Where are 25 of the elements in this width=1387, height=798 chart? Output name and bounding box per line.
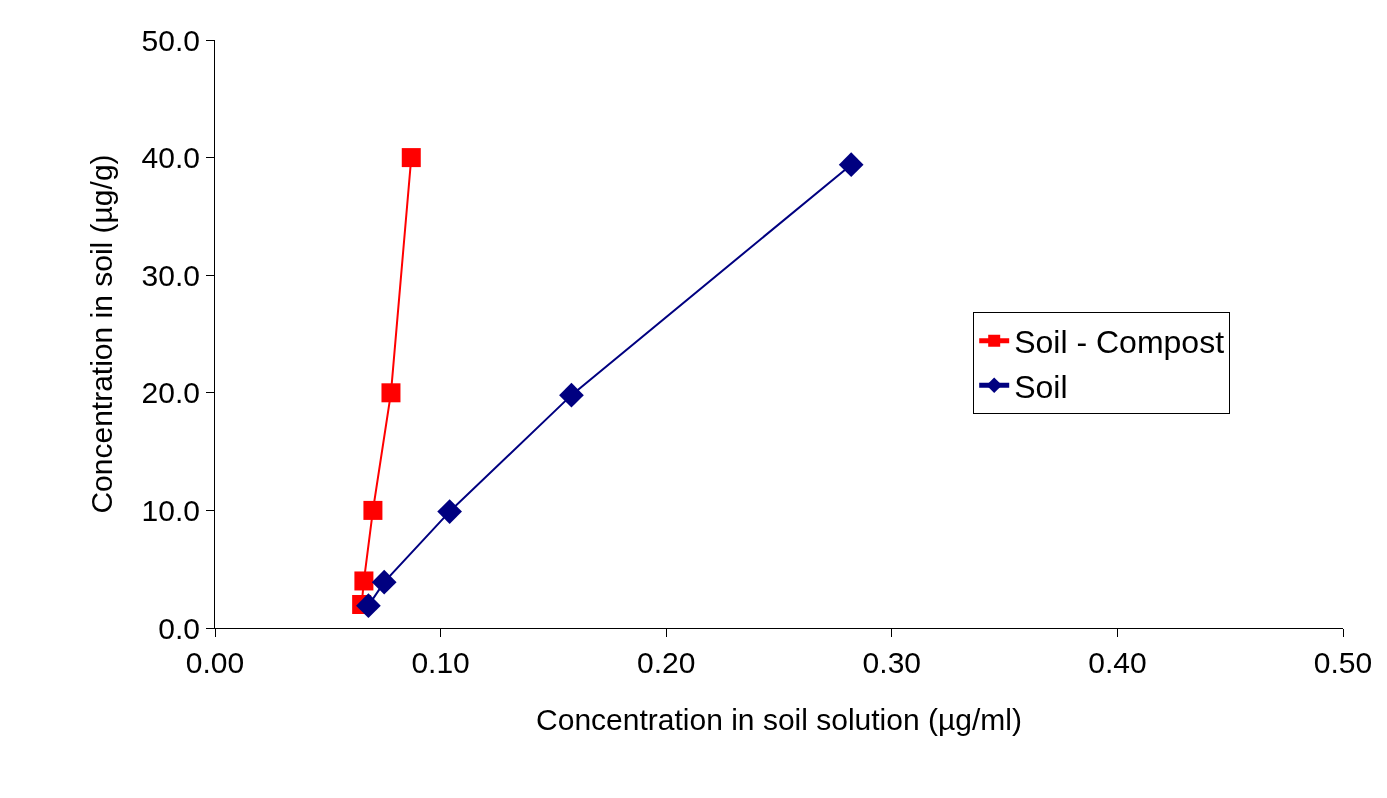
point: [381, 383, 401, 403]
x-tick-label: 0.40: [1088, 646, 1147, 679]
y-tick-label: 50.0: [141, 23, 200, 57]
point: [401, 148, 421, 168]
y-axis-title: Concentration in soil (µg/g): [84, 154, 118, 514]
y-tick-label: 10.0: [141, 493, 200, 527]
legend-label: Soil: [1014, 368, 1068, 405]
point: [437, 499, 462, 524]
y-tick-label: 30.0: [141, 258, 200, 292]
legend-label: Soil - Compost: [1014, 324, 1225, 361]
x-axis-title: Concentration in soil solution (µg/ml): [536, 702, 1022, 736]
x-tick-label: 0.10: [411, 646, 470, 679]
point: [356, 593, 381, 619]
y-tick-label: 40.0: [141, 141, 200, 175]
x-tick-label: 0.30: [862, 646, 921, 679]
point: [559, 382, 584, 408]
y-tick-label: 20.0: [141, 376, 200, 410]
x-tick-label: 0.00: [185, 646, 245, 679]
point: [371, 569, 397, 595]
point: [354, 571, 374, 591]
y-tick-label: 0.0: [158, 611, 200, 645]
point: [838, 152, 864, 178]
x-tick-label: 0.50: [1313, 646, 1373, 679]
x-tick-label: 0.20: [637, 646, 696, 679]
point: [363, 500, 383, 520]
